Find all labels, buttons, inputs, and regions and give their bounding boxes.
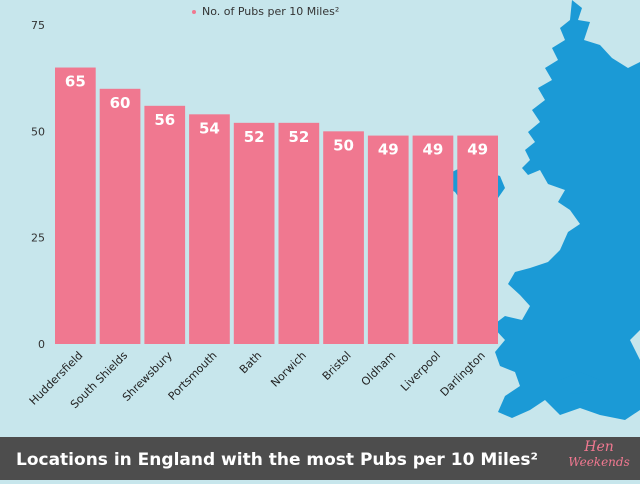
data-label: 65 <box>65 73 86 91</box>
data-label: 54 <box>199 119 220 137</box>
bar[interactable] <box>99 88 141 344</box>
data-label: 49 <box>467 141 488 159</box>
data-label: 49 <box>423 141 444 159</box>
x-tick-label: Bristol <box>320 349 354 383</box>
data-label: 52 <box>244 128 265 146</box>
x-tick-label: Oldham <box>359 349 399 389</box>
data-label: 49 <box>378 141 399 159</box>
hen-weekends-logo: Hen Weekends <box>560 440 638 478</box>
bar[interactable] <box>412 135 454 344</box>
bar[interactable] <box>233 122 275 345</box>
x-tick-label: Bath <box>237 349 264 376</box>
legend-swatch <box>192 9 196 14</box>
x-tick-label: Liverpool <box>398 349 443 394</box>
data-label: 52 <box>288 128 309 146</box>
bar[interactable] <box>367 135 409 344</box>
y-tick-label: 75 <box>31 19 45 32</box>
bar[interactable] <box>144 105 186 345</box>
data-label: 60 <box>110 94 131 112</box>
data-label: 50 <box>333 136 354 154</box>
data-label: 56 <box>154 111 175 129</box>
logo-line-1: Hen <box>584 439 614 455</box>
bar[interactable] <box>55 67 96 345</box>
bar[interactable] <box>278 122 320 345</box>
chart-legend: No. of Pubs per 10 Miles² <box>192 5 339 18</box>
y-tick-label: 25 <box>31 232 45 245</box>
chart-title: Locations in England with the most Pubs … <box>16 450 538 470</box>
x-tick-label: Darlington <box>438 349 488 399</box>
bar[interactable] <box>457 135 498 344</box>
bar[interactable] <box>323 131 364 344</box>
footer-banner: Locations in England with the most Pubs … <box>0 437 640 480</box>
legend-label: No. of Pubs per 10 Miles² <box>202 5 340 18</box>
x-tick-label: Norwich <box>268 349 309 390</box>
bar[interactable] <box>189 114 230 344</box>
y-tick-label: 50 <box>31 125 45 138</box>
logo-line-2: Weekends <box>568 455 630 469</box>
y-tick-label: 0 <box>38 338 45 351</box>
